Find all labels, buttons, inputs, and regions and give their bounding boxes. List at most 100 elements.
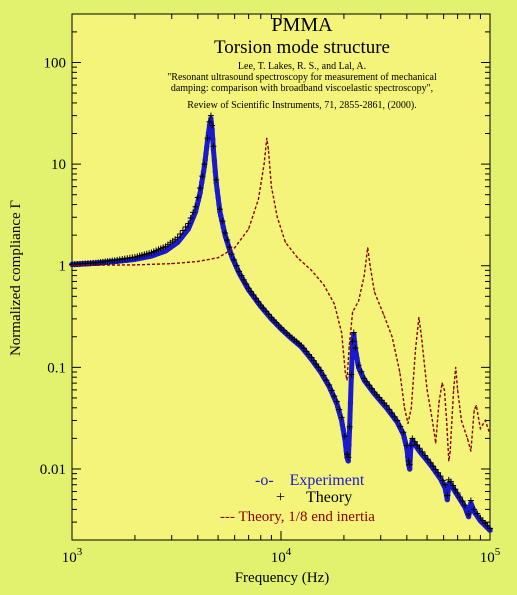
- data-point: [341, 331, 343, 334]
- data-point: [248, 288, 255, 295]
- data-point: [419, 448, 426, 455]
- data-point: [352, 345, 359, 352]
- data-point: [263, 163, 265, 165]
- data-point: [210, 136, 216, 143]
- data-point: [368, 385, 375, 392]
- data-point: [449, 450, 451, 452]
- x-tick-label: 104: [271, 546, 292, 566]
- reference-line-2: "Resonant ultrasound spectroscopy for me…: [167, 72, 437, 83]
- data-point: [214, 187, 220, 194]
- data-point: [300, 345, 307, 352]
- data-point: [211, 157, 218, 164]
- chart-subtitle: Torsion mode structure: [214, 37, 390, 58]
- legend-theory-marker: +: [276, 489, 285, 506]
- data-point: [267, 148, 269, 150]
- data-point: [447, 478, 454, 485]
- data-point: [363, 274, 365, 277]
- data-point: [351, 311, 354, 313]
- data-point: [400, 429, 407, 436]
- data-point: [391, 413, 398, 420]
- data-point: [182, 224, 189, 231]
- data-point: [414, 348, 417, 351]
- data-point: [357, 300, 360, 302]
- data-point: [238, 272, 245, 279]
- data-point: [284, 241, 287, 243]
- data-point: [326, 382, 333, 389]
- data-point: [388, 410, 395, 417]
- data-point: [196, 194, 202, 200]
- data-point: [450, 482, 457, 489]
- series-theory: [69, 112, 493, 532]
- data-point: [234, 247, 236, 249]
- data-point: [313, 361, 320, 368]
- data-point: [201, 161, 208, 168]
- data-point: [190, 209, 197, 216]
- reference-line-4: Review of Scientific Instruments, 71, 28…: [187, 100, 416, 111]
- data-point: [217, 257, 219, 259]
- series-line: [71, 138, 491, 461]
- data-point: [431, 419, 433, 422]
- data-point: [222, 229, 229, 236]
- data-point: [343, 448, 349, 454]
- data-point: [355, 362, 362, 369]
- data-point: [215, 194, 221, 201]
- data-point: [334, 403, 341, 410]
- data-point: [409, 435, 416, 442]
- data-point: [455, 366, 457, 368]
- data-point: [448, 460, 450, 462]
- data-point: [210, 143, 217, 150]
- data-point: [394, 417, 401, 424]
- data-point: [305, 351, 312, 358]
- data-point: [369, 265, 371, 267]
- data-point: [445, 488, 451, 495]
- data-point: [283, 330, 290, 337]
- data-point: [250, 291, 257, 298]
- data-point: [346, 379, 348, 381]
- data-point: [430, 463, 437, 470]
- data-point: [484, 419, 486, 422]
- data-point: [197, 260, 199, 263]
- data-point: [437, 473, 444, 480]
- data-point: [263, 308, 270, 315]
- data-point: [391, 336, 393, 338]
- data-point: [171, 262, 173, 265]
- data-point: [231, 256, 238, 263]
- data-point: [204, 144, 210, 150]
- data-point: [331, 393, 338, 400]
- data-point: [435, 442, 437, 444]
- data-point: [361, 375, 368, 382]
- y-tick-label: 100: [44, 55, 67, 71]
- data-point: [442, 481, 449, 488]
- data-point: [338, 414, 345, 421]
- data-point: [471, 506, 478, 513]
- data-point: [252, 295, 259, 302]
- data-point: [257, 302, 264, 309]
- data-point: [257, 198, 260, 200]
- data-point: [333, 398, 340, 405]
- data-point: [426, 389, 428, 391]
- data-point: [240, 276, 247, 283]
- data-point: [204, 135, 211, 142]
- data-point: [194, 194, 201, 201]
- data-point: [255, 298, 262, 305]
- data-point: [367, 247, 369, 249]
- data-point: [452, 486, 459, 493]
- y-tick-label: 1: [59, 259, 67, 275]
- data-point: [473, 409, 475, 411]
- data-point: [474, 510, 481, 517]
- data-point: [248, 228, 250, 230]
- data-point: [202, 157, 208, 163]
- data-point: [459, 498, 466, 505]
- data-point: [348, 371, 355, 378]
- data-point: [418, 316, 420, 319]
- data-point: [405, 457, 412, 464]
- data-point: [233, 262, 240, 269]
- data-point: [446, 419, 448, 422]
- data-point: [470, 450, 472, 452]
- data-point: [420, 336, 423, 338]
- data-point: [457, 389, 459, 391]
- data-point: [219, 218, 226, 225]
- chart-title: PMMA: [271, 14, 333, 36]
- data-point: [212, 169, 219, 175]
- data-point: [407, 422, 409, 425]
